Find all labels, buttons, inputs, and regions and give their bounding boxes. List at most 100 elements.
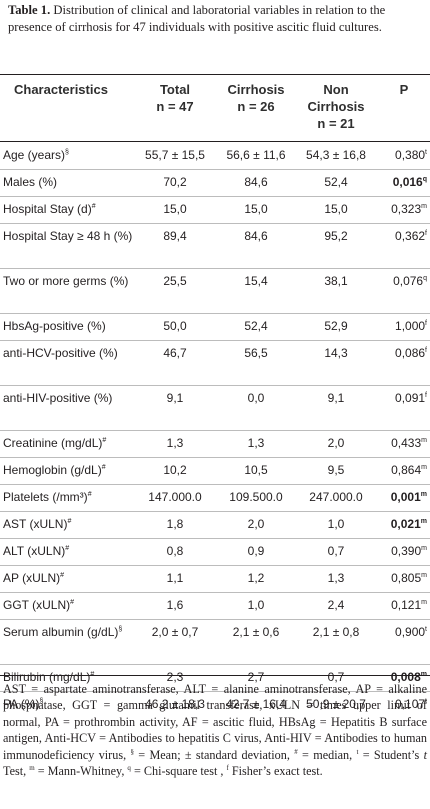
cell-p-test-marker: q xyxy=(422,176,427,183)
table-row: Creatinine (mg/dL)# 1,3 1,3 2,0 0,433m xyxy=(0,431,430,458)
footnote-sup-median: # xyxy=(294,747,298,756)
cell-total: 2,0 ± 0,7 xyxy=(135,624,215,641)
cell-p-test-marker: f xyxy=(425,392,427,399)
cell-p-value-value: 1,000 xyxy=(395,319,426,333)
cell-cirrhosis: 56,6 ± 11,6 xyxy=(216,147,296,164)
cell-p-test-marker: m xyxy=(421,437,427,444)
cell-characteristic: Platelets (/mm³)# xyxy=(3,489,133,506)
cell-p-value: 0,001m xyxy=(371,489,429,506)
cell-p-value-value: 0,008 xyxy=(390,670,421,684)
cell-non-cirrhosis-value: 2,4 xyxy=(327,598,345,612)
table-row: anti-HCV-positive (%) 46,7 56,5 14,3 0,086f xyxy=(0,341,430,386)
header-cirrhosis: Cirrhosis n = 26 xyxy=(216,81,296,115)
cell-total: 9,1 xyxy=(135,390,215,407)
header-cirrhosis-label: Cirrhosis xyxy=(227,82,285,97)
cell-characteristic: Hospital Stay ≥ 48 h (%) xyxy=(3,228,133,245)
cell-non-cirrhosis-value: 50,9 ± 20,7 xyxy=(306,697,366,711)
cell-p-test-marker: t xyxy=(425,626,427,633)
cell-cirrhosis: 10,5 xyxy=(216,462,296,479)
cell-characteristic: Hemoglobin (g/dL)# xyxy=(3,462,133,479)
cell-non-cirrhosis-value: 54,3 ± 16,8 xyxy=(306,148,366,162)
cell-non-cirrhosis: 1,3 xyxy=(296,570,376,587)
footnote-text-2: = Mean; ± standard deviation, xyxy=(133,747,295,762)
header-total-label: Total xyxy=(159,82,191,97)
cell-non-cirrhosis: 9,5 xyxy=(296,462,376,479)
data-table: Characteristics Total n = 47 Cirrhosis n… xyxy=(0,74,430,711)
cell-p-value-value: 0,121 xyxy=(391,598,422,612)
header-non-cirrhosis-line2: Cirrhosis xyxy=(307,99,365,114)
cell-cirrhosis-value: 1,3 xyxy=(247,436,265,450)
cell-non-cirrhosis-value: 0,7 xyxy=(327,670,345,684)
cell-characteristic: ALT (xULN)# xyxy=(3,543,133,560)
cell-characteristic-value: Platelets (/mm³) xyxy=(3,490,88,504)
cell-cirrhosis: 0,0 xyxy=(216,390,296,407)
cell-total: 2,3 xyxy=(135,669,215,686)
cell-non-cirrhosis-value: 9,1 xyxy=(327,391,345,405)
cell-non-cirrhosis-value: 9,5 xyxy=(327,463,345,477)
cell-characteristic-value: AST (xULN) xyxy=(3,517,68,531)
footnote-t-italic: t xyxy=(423,747,427,762)
cell-characteristic-value: Bilirubin (mg/dL) xyxy=(3,670,91,684)
cell-total: 50,0 xyxy=(135,318,215,335)
cell-cirrhosis-value: 84,6 xyxy=(244,175,268,189)
cell-p-value: 0,362f xyxy=(371,228,429,245)
cell-cirrhosis-value: 2,7 xyxy=(247,670,265,684)
cell-p-value: 0,086f xyxy=(371,345,429,362)
cell-p-value: 0,121m xyxy=(371,597,429,614)
header-non-cirrhosis-n: n = 21 xyxy=(317,116,355,131)
cell-non-cirrhosis: 52,4 xyxy=(296,174,376,191)
cell-p-value: 0,900t xyxy=(371,624,429,641)
cell-total: 10,2 xyxy=(135,462,215,479)
table-row: GGT (xULN)# 1,6 1,0 2,4 0,121m xyxy=(0,593,430,620)
cell-characteristic-marker: # xyxy=(70,599,75,606)
cell-cirrhosis-value: 15,0 xyxy=(244,202,268,216)
cell-total-value: 1,1 xyxy=(166,571,184,585)
cell-characteristic: Hospital Stay (d)# xyxy=(3,201,133,218)
cell-characteristic-marker: # xyxy=(60,572,65,579)
footnote-text-3: = median, xyxy=(297,747,357,762)
cell-p-value: 0,107t xyxy=(371,696,429,713)
cell-non-cirrhosis: 50,9 ± 20,7 xyxy=(296,696,376,713)
table-row: Bilirubin (mg/dL)# 2,3 2,7 0,7 0,008m xyxy=(0,665,430,692)
cell-p-test-marker: m xyxy=(420,518,427,525)
cell-non-cirrhosis: 14,3 xyxy=(296,345,376,362)
table-row: Platelets (/mm³)# 147.000.0 109.500.0 247.0… xyxy=(0,485,430,512)
cell-non-cirrhosis-value: 15,0 xyxy=(324,202,348,216)
cell-non-cirrhosis: 2,0 xyxy=(296,435,376,452)
cell-characteristic: Males (%) xyxy=(3,174,133,191)
cell-total-value: 0,8 xyxy=(166,544,184,558)
cell-cirrhosis: 2,7 xyxy=(216,669,296,686)
cell-non-cirrhosis-value: 14,3 xyxy=(324,346,348,360)
cell-cirrhosis-value: 10,5 xyxy=(244,463,268,477)
cell-p-value: 0,805m xyxy=(371,570,429,587)
cell-total: 0,8 xyxy=(135,543,215,560)
cell-cirrhosis: 84,6 xyxy=(216,174,296,191)
cell-non-cirrhosis-value: 52,4 xyxy=(324,175,348,189)
cell-cirrhosis: 15,4 xyxy=(216,273,296,290)
cell-characteristic-value: Hospital Stay (d) xyxy=(3,202,92,216)
cell-characteristic-marker: # xyxy=(65,545,70,552)
cell-p-test-marker: m xyxy=(421,572,427,579)
cell-cirrhosis-value: 109.500.0 xyxy=(229,490,283,504)
cell-total: 1,1 xyxy=(135,570,215,587)
cell-p-value-value: 0,433 xyxy=(391,436,422,450)
table-row: PA (%)§ 46,2 ± 18,3 42,7 ± 16,4 50,9 ± 20,7… xyxy=(0,692,430,718)
cell-characteristic: Two or more germs (%) xyxy=(3,273,133,290)
cell-non-cirrhosis: 2,4 xyxy=(296,597,376,614)
table-body: Age (years)§ 55,7 ± 15,5 56,6 ± 11,6 54,3 ±… xyxy=(0,143,430,718)
table-row: Serum albumin (g/dL)§ 2,0 ± 0,7 2,1 ± 0,6 2… xyxy=(0,620,430,665)
cell-total-value: 50,0 xyxy=(163,319,187,333)
cell-characteristic-marker: # xyxy=(87,491,92,498)
cell-characteristic-value: Hospital Stay ≥ 48 h (%) xyxy=(3,229,133,243)
cell-cirrhosis-value: 84,6 xyxy=(244,229,268,243)
footnote-sup-fisher: f xyxy=(226,763,229,772)
cell-non-cirrhosis: 1,0 xyxy=(296,516,376,533)
cell-p-test-marker: f xyxy=(425,347,427,354)
cell-p-value: 0,864m xyxy=(371,462,429,479)
cell-cirrhosis-value: 0,9 xyxy=(247,544,265,558)
cell-characteristic-value: PA (%) xyxy=(3,697,40,711)
cell-non-cirrhosis-value: 52,9 xyxy=(324,319,348,333)
table-caption: Table 1. Distribution of clinical and la… xyxy=(8,2,422,35)
cell-p-value-value: 0,107 xyxy=(395,697,426,711)
header-total-n: n = 47 xyxy=(156,99,194,114)
